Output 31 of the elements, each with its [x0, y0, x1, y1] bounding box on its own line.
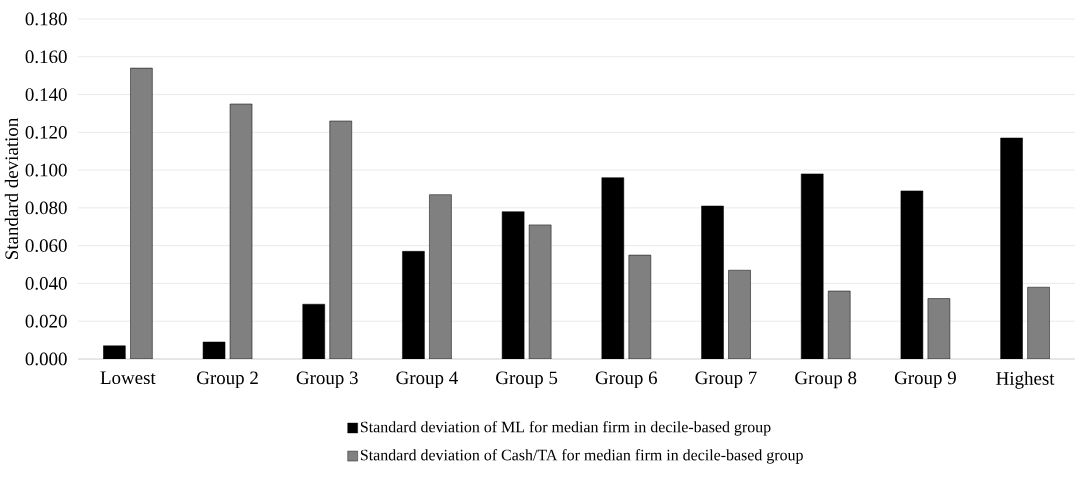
- bar: [1027, 286, 1050, 359]
- x-tick-label: Group 9: [894, 371, 956, 389]
- x-tick-label: Group 4: [396, 371, 458, 389]
- legend-label: Standard deviation of ML for median firm in decile-based group: [360, 420, 771, 436]
- x-tick-label: Group 2: [197, 371, 258, 389]
- y-tick-label: 0.120: [25, 125, 67, 139]
- legend-label: Standard deviation of Cash/TA for median firm in decile-based group: [360, 449, 803, 464]
- x-tick-label: Lowest: [100, 371, 156, 385]
- x-tick-label: Highest: [996, 371, 1055, 389]
- bar: [628, 254, 652, 359]
- y-tick-label: 0.000: [25, 352, 67, 366]
- y-tick-label: 0.020: [25, 314, 67, 328]
- y-tick-label: 0.040: [25, 277, 67, 290]
- x-tick-label: Group 8: [795, 371, 857, 389]
- bar: [728, 269, 751, 359]
- bar: [229, 103, 253, 359]
- y-tick-label: 0.080: [25, 201, 67, 215]
- bar: [429, 194, 452, 359]
- bar: [827, 290, 851, 359]
- y-tick-label: 0.100: [25, 163, 67, 177]
- x-tick-label: Group 7: [695, 371, 757, 389]
- x-tick-label: Group 5: [496, 371, 558, 389]
- y-tick-label: 0.160: [25, 50, 67, 64]
- x-tick-label: Group 6: [595, 371, 658, 389]
- y-tick-label: 0.140: [25, 88, 67, 101]
- x-tick-label: Group 3: [296, 371, 358, 389]
- y-axis-title: Standard deviation: [4, 118, 19, 259]
- y-tick-label: 0.060: [25, 239, 67, 253]
- y-tick-label: 0.180: [25, 12, 67, 26]
- bar: [329, 120, 352, 359]
- bar: [130, 67, 153, 359]
